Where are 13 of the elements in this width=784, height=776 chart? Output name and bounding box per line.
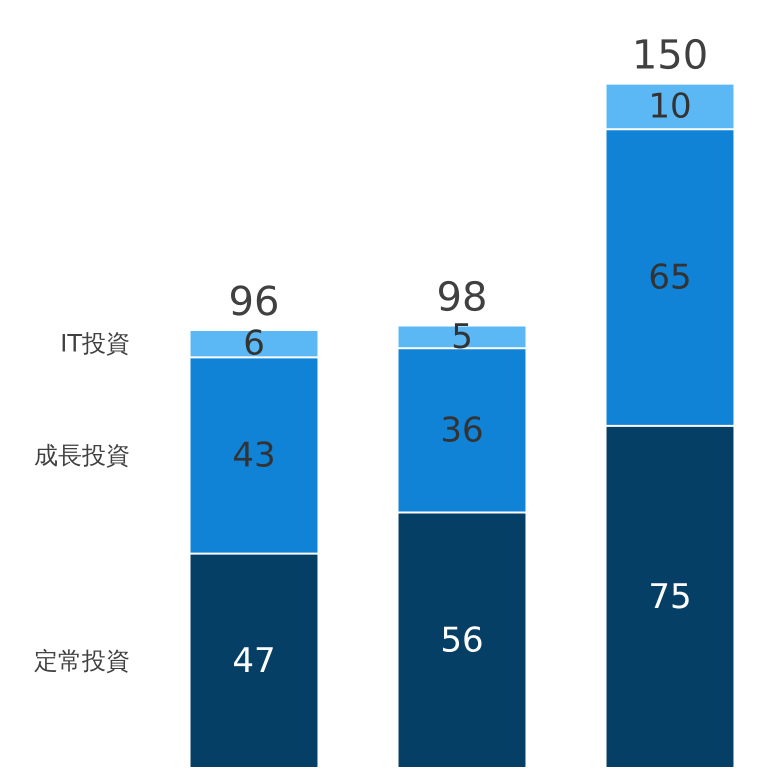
data-label: 6 (243, 324, 265, 364)
data-label: 47 (232, 640, 276, 681)
total-label: 96 (228, 279, 280, 326)
data-label: 56 (440, 620, 484, 660)
text: IT投資 (60, 330, 130, 358)
data-label: 75 (648, 576, 692, 617)
data-label: 43 (232, 435, 276, 476)
data-label: 36 (440, 410, 484, 450)
total-label: 150 (632, 32, 708, 79)
text: 定常投資 (34, 646, 130, 675)
data-label: 10 (648, 86, 692, 126)
data-label: 65 (648, 258, 692, 298)
text: 成長投資 (34, 441, 130, 470)
